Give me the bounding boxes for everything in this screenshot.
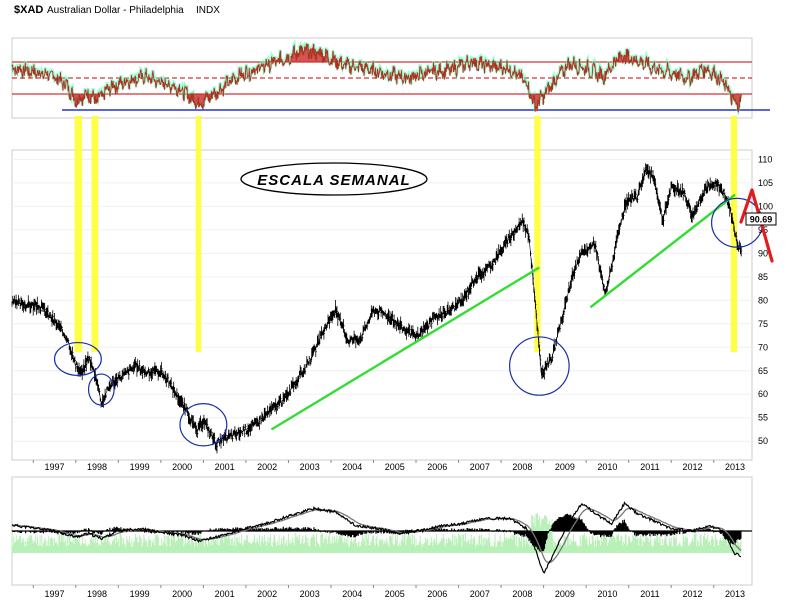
chart-symbol: $XAD [14,4,43,16]
time-tick-label: 2010 [597,462,617,472]
last-value-box [745,212,777,226]
price-tick-label: 60 [758,389,768,399]
highlight-bands [74,116,738,352]
time-tick-label: 2011 [640,462,659,472]
time-tick-label: 2008 [512,462,532,472]
time-tick-label: 2012 [682,589,702,599]
time-tick-label: 2003 [300,589,320,599]
last-value-label: 90.69 [750,215,773,225]
chart-description: Australian Dollar - Philadelphia [47,5,184,16]
rsi-line [11,43,742,114]
highlight-band [534,116,541,352]
time-tick-label: 1997 [45,462,65,472]
time-tick-label: 1997 [45,589,65,599]
trendlines [270,193,736,431]
time-tick-label: 2002 [257,462,277,472]
price-tick-label: 110 [758,154,772,164]
annotation-circle [179,403,228,447]
trendline [589,193,736,309]
time-tick-label: 2005 [385,589,405,599]
price-series [11,163,743,454]
time-tick-label: 2006 [427,589,447,599]
time-tick-label: 2005 [385,462,405,472]
time-tick-label: 2000 [172,462,192,472]
time-tick-label: 2007 [470,462,490,472]
macd-indicator [11,501,752,574]
price-tick-label: 105 [758,178,773,188]
annotation-circle [53,341,102,377]
time-tick-label: 1998 [87,589,107,599]
rsi-indicator [10,38,770,117]
price-line [11,168,742,445]
price-tick-label: 65 [758,366,768,376]
price-tick-label: 75 [758,319,768,329]
time-tick-label: 2000 [172,589,192,599]
price-tick-label: 85 [758,272,768,282]
annotation-label: ESCALA SEMANAL [257,172,410,189]
time-tick-label: 1999 [130,589,150,599]
time-tick-label: 2010 [597,589,617,599]
highlight-band [730,116,738,352]
annotation-circle [508,336,570,396]
volume-bars [11,513,742,553]
price-tick-label: 80 [758,295,768,305]
time-tick-label: 1999 [130,462,150,472]
projection-arrow [739,188,774,263]
annotation-circle [87,373,115,406]
price-tick-label: 100 [758,201,773,211]
time-tick-label: 2008 [512,589,532,599]
macd-line [11,501,742,574]
time-tick-label: 2011 [640,589,659,599]
time-tick-label: 2006 [427,462,447,472]
price-tick-label: 90 [758,248,768,258]
time-tick-label: 2009 [555,462,575,472]
price-tick-label: 50 [758,436,768,446]
time-tick-label: 2013 [725,462,745,472]
highlight-band [91,116,99,352]
time-tick-label: 2012 [682,462,702,472]
time-tick-label: 2002 [257,589,277,599]
time-axis-ticks: 1997 1997 1998 1998 1999 1999 2000 2000 2001 2001… [32,460,745,599]
time-tick-label: 2004 [342,462,362,472]
time-tick-label: 1998 [87,462,107,472]
highlight-band [195,116,202,352]
time-tick-label: 2013 [725,589,745,599]
highlight-band [74,116,83,352]
time-tick-label: 2003 [300,462,320,472]
time-tick-label: 2001 [215,589,235,599]
time-tick-label: 2007 [470,589,490,599]
price-tick-label: 55 [758,413,768,423]
price-tick-label: 70 [758,342,768,352]
time-tick-label: 2004 [342,589,362,599]
time-tick-label: 2009 [555,589,575,599]
annotation-circles [53,197,764,447]
annotation-label-box [240,162,428,196]
price-panel [11,149,753,461]
trendline [270,266,540,431]
chart-exchange: INDX [196,5,220,16]
time-tick-label: 2001 [215,462,235,472]
